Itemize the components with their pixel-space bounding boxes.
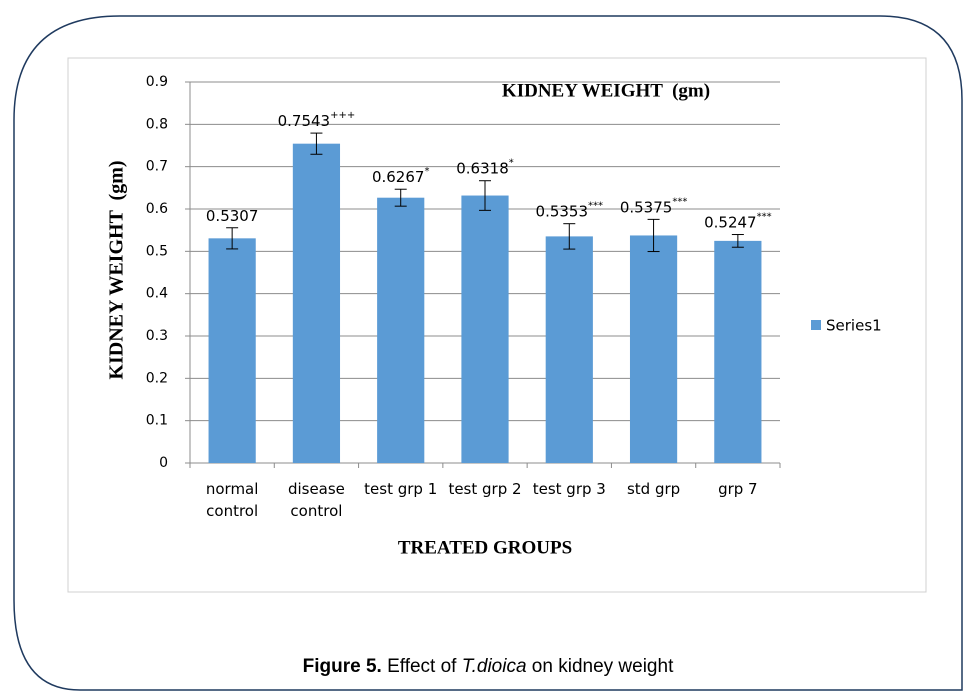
caption-species: T.dioica [461,656,527,677]
data-label: 0.5353*** [536,201,604,221]
bar [461,195,509,463]
x-axis-label: TREATED GROUPS [398,537,572,558]
caption-text: on kidney weight [526,656,674,677]
data-label-marker: * [424,166,429,177]
x-tick-label: test grp 2 [448,480,522,498]
data-label-value: 0.6267 [372,168,425,186]
y-tick-label: 0.3 [146,328,168,344]
caption-label: Figure 5. [302,656,382,677]
y-tick-label: 0 [159,455,168,471]
x-tick-label: test grp 3 [532,480,606,498]
y-tick-label: 0.4 [146,286,168,302]
x-tick-label: grp 7 [718,480,758,498]
data-label: 0.6267* [372,166,430,186]
y-axis-label: KIDNEY WEIGHT (gm) [106,160,128,379]
bar [377,197,425,463]
y-tick-label: 0.1 [146,413,168,429]
bar [208,238,256,463]
data-label: 0.5307 [206,206,259,224]
bar [629,235,678,463]
x-tick-label: std grp [626,480,681,498]
data-label: 0.5247*** [704,212,772,232]
data-label-marker: +++ [330,110,355,121]
legend-label: Series1 [826,317,882,335]
x-tick-label: disease control [287,480,345,520]
y-tick-label: 0.7 [146,159,168,175]
frame [13,15,963,691]
data-label-value: 0.7543 [278,112,331,130]
bar [292,143,341,463]
data-label: 0.6318* [456,158,514,178]
y-tick-label: 0.8 [146,116,168,132]
data-label-marker: *** [757,212,772,223]
data-label-marker: * [509,158,514,169]
bar [714,240,762,463]
y-tick-label: 0.5 [146,243,168,259]
bar [545,236,593,463]
data-label-value: 0.5307 [206,206,259,224]
caption: Figure 5. Effect of T.dioica on kidney w… [0,656,976,678]
data-label-marker: *** [672,196,687,207]
data-label-value: 0.5353 [536,202,589,220]
y-tick-label: 0.9 [146,74,168,90]
data-label-value: 0.6318 [456,159,509,177]
y-tick-label: 0.2 [146,370,168,386]
x-tick-label: test grp 1 [364,480,438,498]
data-label-value: 0.5375 [620,198,673,216]
y-tick-label: 0.6 [146,201,168,217]
chart-title: KIDNEY WEIGHT (gm) [502,80,710,101]
data-label-marker: *** [588,201,603,212]
caption-text: Effect of [381,656,462,677]
x-tick-label: normal control [205,480,259,520]
data-label-value: 0.5247 [704,213,757,231]
data-label: 0.5375*** [620,196,688,216]
legend-swatch [811,320,821,330]
data-label: 0.7543+++ [278,110,356,130]
